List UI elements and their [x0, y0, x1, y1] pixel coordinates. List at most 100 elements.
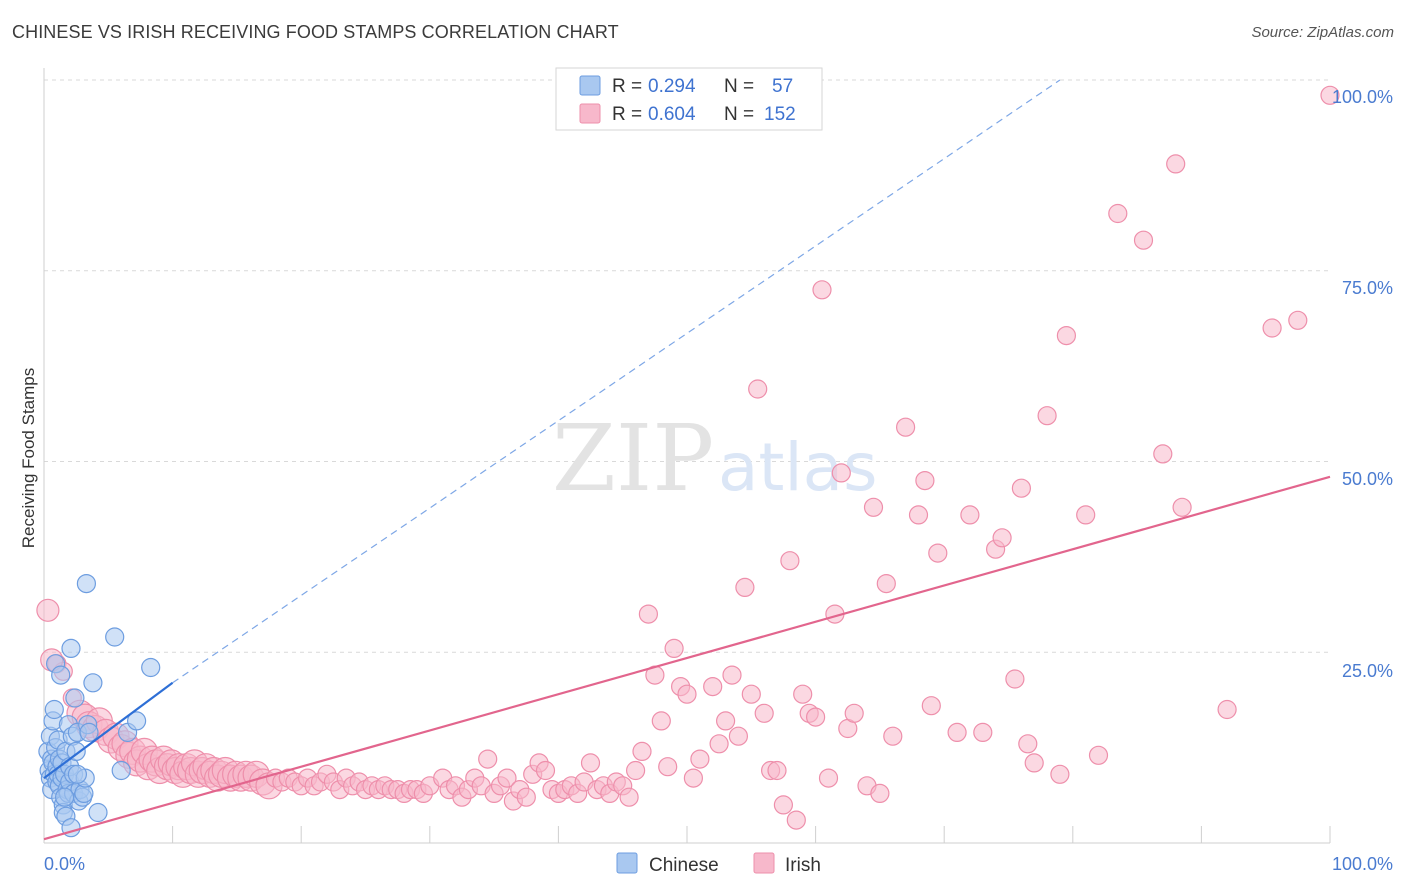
irish-point — [793, 684, 813, 704]
legend-r-value-chinese: 0.294 — [648, 76, 696, 97]
irish-point — [1050, 764, 1070, 784]
irish-point — [748, 379, 768, 399]
irish-point — [36, 598, 60, 622]
correlation-legend: R = 0.294 N = 57 R = 0.604 N = 152 — [555, 67, 823, 131]
irish-point — [1018, 734, 1038, 754]
chart-title: CHINESE VS IRISH RECEIVING FOOD STAMPS C… — [12, 22, 619, 42]
legend-n-label-irish: N = — [724, 104, 754, 125]
irish-point — [619, 787, 639, 807]
watermark-atlas: atlas — [718, 429, 878, 506]
chinese-point — [66, 741, 86, 762]
chinese-point — [111, 760, 131, 781]
chinese-trend-line — [43, 681, 174, 780]
irish-point — [812, 280, 832, 300]
watermark-zip: ZIP — [552, 405, 714, 512]
irish-point — [780, 551, 800, 571]
chinese-point — [44, 699, 64, 720]
chinese-trend-extension — [172, 79, 1061, 684]
chinese-point — [141, 657, 161, 678]
irish-point — [1076, 505, 1096, 525]
irish-point — [478, 749, 498, 769]
chinese-point — [105, 627, 125, 647]
irish-point — [876, 573, 896, 594]
irish-trend-line — [43, 475, 1331, 841]
x-tick-label-max: 100.0% — [1332, 854, 1393, 874]
irish-point — [908, 505, 929, 525]
irish-point — [735, 577, 755, 598]
grid-lines — [44, 79, 1330, 653]
irish-point — [1172, 497, 1192, 517]
series-legend-label-chinese: Chinese — [649, 855, 719, 876]
series-legend: Chinese Irish — [616, 852, 821, 876]
tick-labels: 0.0% 100.0% 25.0% 50.0% 75.0% 100.0% — [44, 87, 1393, 874]
legend-swatch-chinese — [579, 75, 601, 96]
irish-point — [767, 760, 787, 781]
irish-point — [722, 665, 742, 685]
irish-point — [960, 505, 980, 525]
irish-point — [1088, 745, 1109, 765]
irish-point — [535, 760, 556, 781]
irish-point — [973, 722, 993, 743]
series-legend-label-irish: Irish — [785, 855, 821, 876]
irish-point — [690, 749, 710, 769]
irish-point — [805, 707, 826, 727]
axes — [43, 68, 1331, 844]
irish-point — [863, 497, 884, 517]
y-tick-label-25: 25.0% — [1342, 661, 1393, 681]
legend-n-value-irish: 152 — [764, 104, 796, 125]
legend-r-label-chinese: R = — [612, 76, 642, 97]
irish-point — [883, 726, 903, 746]
irish-point — [497, 768, 517, 788]
irish-point — [915, 471, 935, 491]
chinese-point — [127, 711, 147, 731]
irish-point — [895, 417, 916, 437]
irish-point — [992, 528, 1012, 548]
irish-point — [921, 696, 941, 716]
irish-point — [1133, 230, 1154, 250]
irish-point — [677, 684, 697, 704]
irish-point — [1024, 753, 1044, 773]
y-axis-label: Receiving Food Stamps — [19, 368, 38, 548]
trend-lines — [43, 79, 1331, 841]
chinese-point — [65, 688, 85, 708]
irish-point — [632, 741, 652, 762]
irish-point — [728, 726, 749, 746]
irish-point — [947, 722, 967, 743]
y-tick-label-75: 75.0% — [1342, 278, 1393, 298]
irish-point — [625, 760, 646, 781]
irish-point — [1320, 85, 1340, 105]
series-legend-swatch-chinese — [616, 852, 638, 874]
irish-point — [658, 757, 678, 777]
y-tick-label-50: 50.0% — [1342, 469, 1393, 489]
chinese-point — [51, 665, 71, 685]
irish-point — [844, 703, 864, 723]
irish-point — [683, 768, 704, 788]
series-legend-swatch-irish — [753, 852, 775, 874]
irish-point — [651, 711, 671, 731]
chinese-point — [76, 573, 97, 594]
chinese-point — [79, 722, 99, 743]
irish-point — [1037, 406, 1057, 426]
chinese-point — [67, 764, 88, 784]
legend-swatch-irish — [579, 103, 601, 124]
irish-point — [773, 795, 794, 815]
irish-point — [1217, 699, 1237, 720]
chinese-point — [61, 638, 81, 659]
irish-point — [1005, 669, 1025, 689]
legend-n-value-chinese: 57 — [772, 76, 793, 97]
irish-point — [638, 604, 659, 624]
irish-point — [1166, 154, 1186, 174]
irish-point — [715, 711, 736, 731]
irish-point — [818, 768, 839, 788]
irish-point — [516, 787, 536, 807]
irish-point — [1056, 326, 1077, 346]
irish-point — [1108, 203, 1128, 224]
irish-point — [741, 684, 761, 704]
legend-r-value-irish: 0.604 — [648, 104, 696, 125]
irish-point — [870, 783, 890, 804]
irish-point — [1153, 444, 1173, 464]
legend-n-label-chinese: N = — [724, 76, 754, 97]
legend-r-label-irish: R = — [612, 104, 642, 125]
irish-point — [786, 810, 806, 830]
